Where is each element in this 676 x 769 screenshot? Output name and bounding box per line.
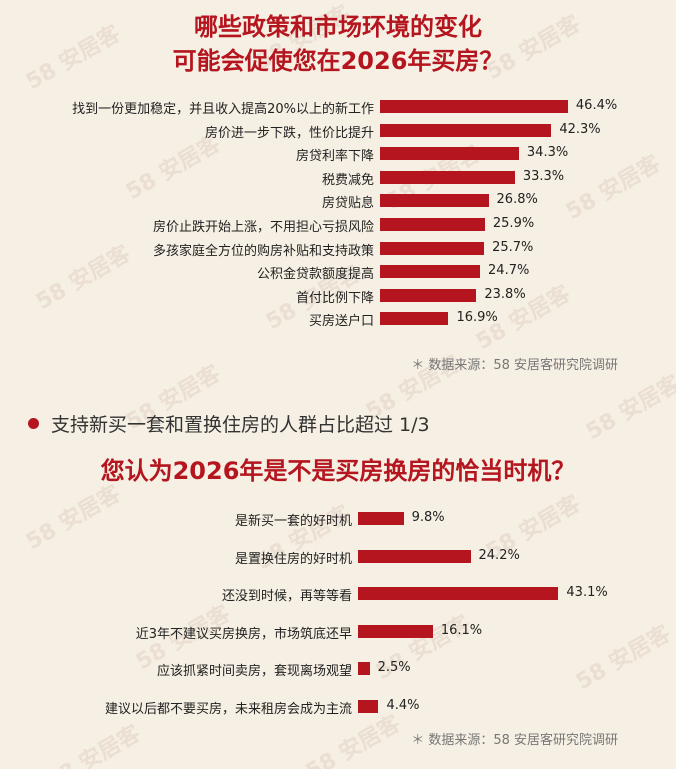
- bar-category-label: 首付比例下降: [295, 290, 374, 306]
- bar: [358, 662, 370, 676]
- chart2-bar-chart: 是新买一套的好时机 9.8% 是置换住房的好时机 24.2% 还没到时候，再等等看 43.…: [104, 510, 608, 717]
- bar: [380, 147, 519, 161]
- bar: [380, 312, 449, 326]
- bar-value-label: 25.7%: [492, 239, 534, 255]
- bar-category-label: 买房送户口: [308, 314, 374, 330]
- chart1-source-note: ＊ 数据来源：58 安居客研究院调研: [411, 358, 618, 373]
- bar: [380, 100, 568, 113]
- bar: [380, 123, 552, 137]
- chart2-title: 您认为2026年是不是买房换房的恰当时机？: [100, 457, 576, 485]
- bar-category-label: 近3年不建议买房换房，市场筑底还早: [135, 626, 352, 642]
- bar-category-label: 税费减免: [321, 172, 374, 188]
- bar-value-label: 4.4%: [386, 698, 420, 713]
- bar: [358, 624, 433, 638]
- bar-value-label: 46.4%: [575, 98, 618, 113]
- chart1-title-line1: 哪些政策和市场环境的变化: [194, 13, 482, 41]
- bar: [380, 170, 515, 184]
- bar-value-label: 42.3%: [559, 121, 601, 137]
- bar: [358, 549, 471, 563]
- bar-value-label: 23.8%: [484, 286, 526, 302]
- section2-subheading: 支持新买一套和置换住房的人群占比超过 1/3: [28, 410, 430, 437]
- bar-category-label: 建议以后都不要买房，未来租房会成为主流: [104, 702, 352, 717]
- bar-category-label: 公积金贷款额度提高: [256, 267, 374, 283]
- bar-value-label: 24.7%: [488, 263, 530, 279]
- bar-category-label: 房贷贴息: [321, 196, 374, 212]
- chart1-title-line2: 可能会促使您在2026年买房？: [172, 47, 504, 75]
- bar-category-label: 房价进一步下跌，性价比提升: [204, 125, 374, 141]
- bar: [380, 241, 485, 255]
- bar-value-label: 33.3%: [522, 168, 565, 184]
- bar-value-label: 25.9%: [492, 216, 535, 231]
- bar: [358, 512, 404, 525]
- bar-value-label: 16.1%: [440, 622, 483, 638]
- bar: [358, 700, 379, 713]
- chart2-source-note: ＊ 数据来源：58 安居客研究院调研: [411, 733, 618, 748]
- bar-category-label: 找到一份更加稳定，并且收入提高20%以上的新工作: [72, 102, 374, 117]
- bar: [380, 218, 485, 231]
- bar-value-label: 9.8%: [411, 510, 445, 525]
- bar-value-label: 16.9%: [456, 310, 498, 326]
- bar-category-label: 是新买一套的好时机: [234, 514, 352, 529]
- bar: [380, 194, 489, 208]
- chart1-bar-chart: 找到一份更加稳定，并且收入提高20%以上的新工作 46.4% 房价进一步下跌，性价比…: [0, 0, 676, 340]
- bar-value-label: 24.2%: [478, 547, 520, 563]
- bar: [358, 587, 559, 601]
- bar-value-label: 43.1%: [566, 585, 608, 601]
- bar-value-label: 2.5%: [377, 660, 411, 676]
- bar-category-label: 是置换住房的好时机: [234, 551, 352, 567]
- bar-category-label: 应该抓紧时间卖房，套现离场观望: [156, 664, 352, 680]
- bar-category-label: 房贷利率下降: [295, 149, 374, 165]
- bar-category-label: 多孩家庭全方位的购房补贴和支持政策: [152, 243, 374, 259]
- bar: [380, 265, 481, 279]
- section2-subheading-text: 支持新买一套和置换住房的人群占比超过 1/3: [51, 414, 430, 436]
- bar: [380, 288, 477, 302]
- bar-category-label: 房价止跌开始上涨，不用担心亏损风险: [152, 220, 374, 235]
- bar-category-label: 还没到时候，再等等看: [221, 589, 352, 605]
- bullet-dot-icon: [28, 418, 39, 429]
- watermark-text: 58 安居客: [41, 721, 145, 769]
- bar-value-label: 34.3%: [526, 145, 569, 161]
- bar-value-label: 26.8%: [496, 192, 538, 208]
